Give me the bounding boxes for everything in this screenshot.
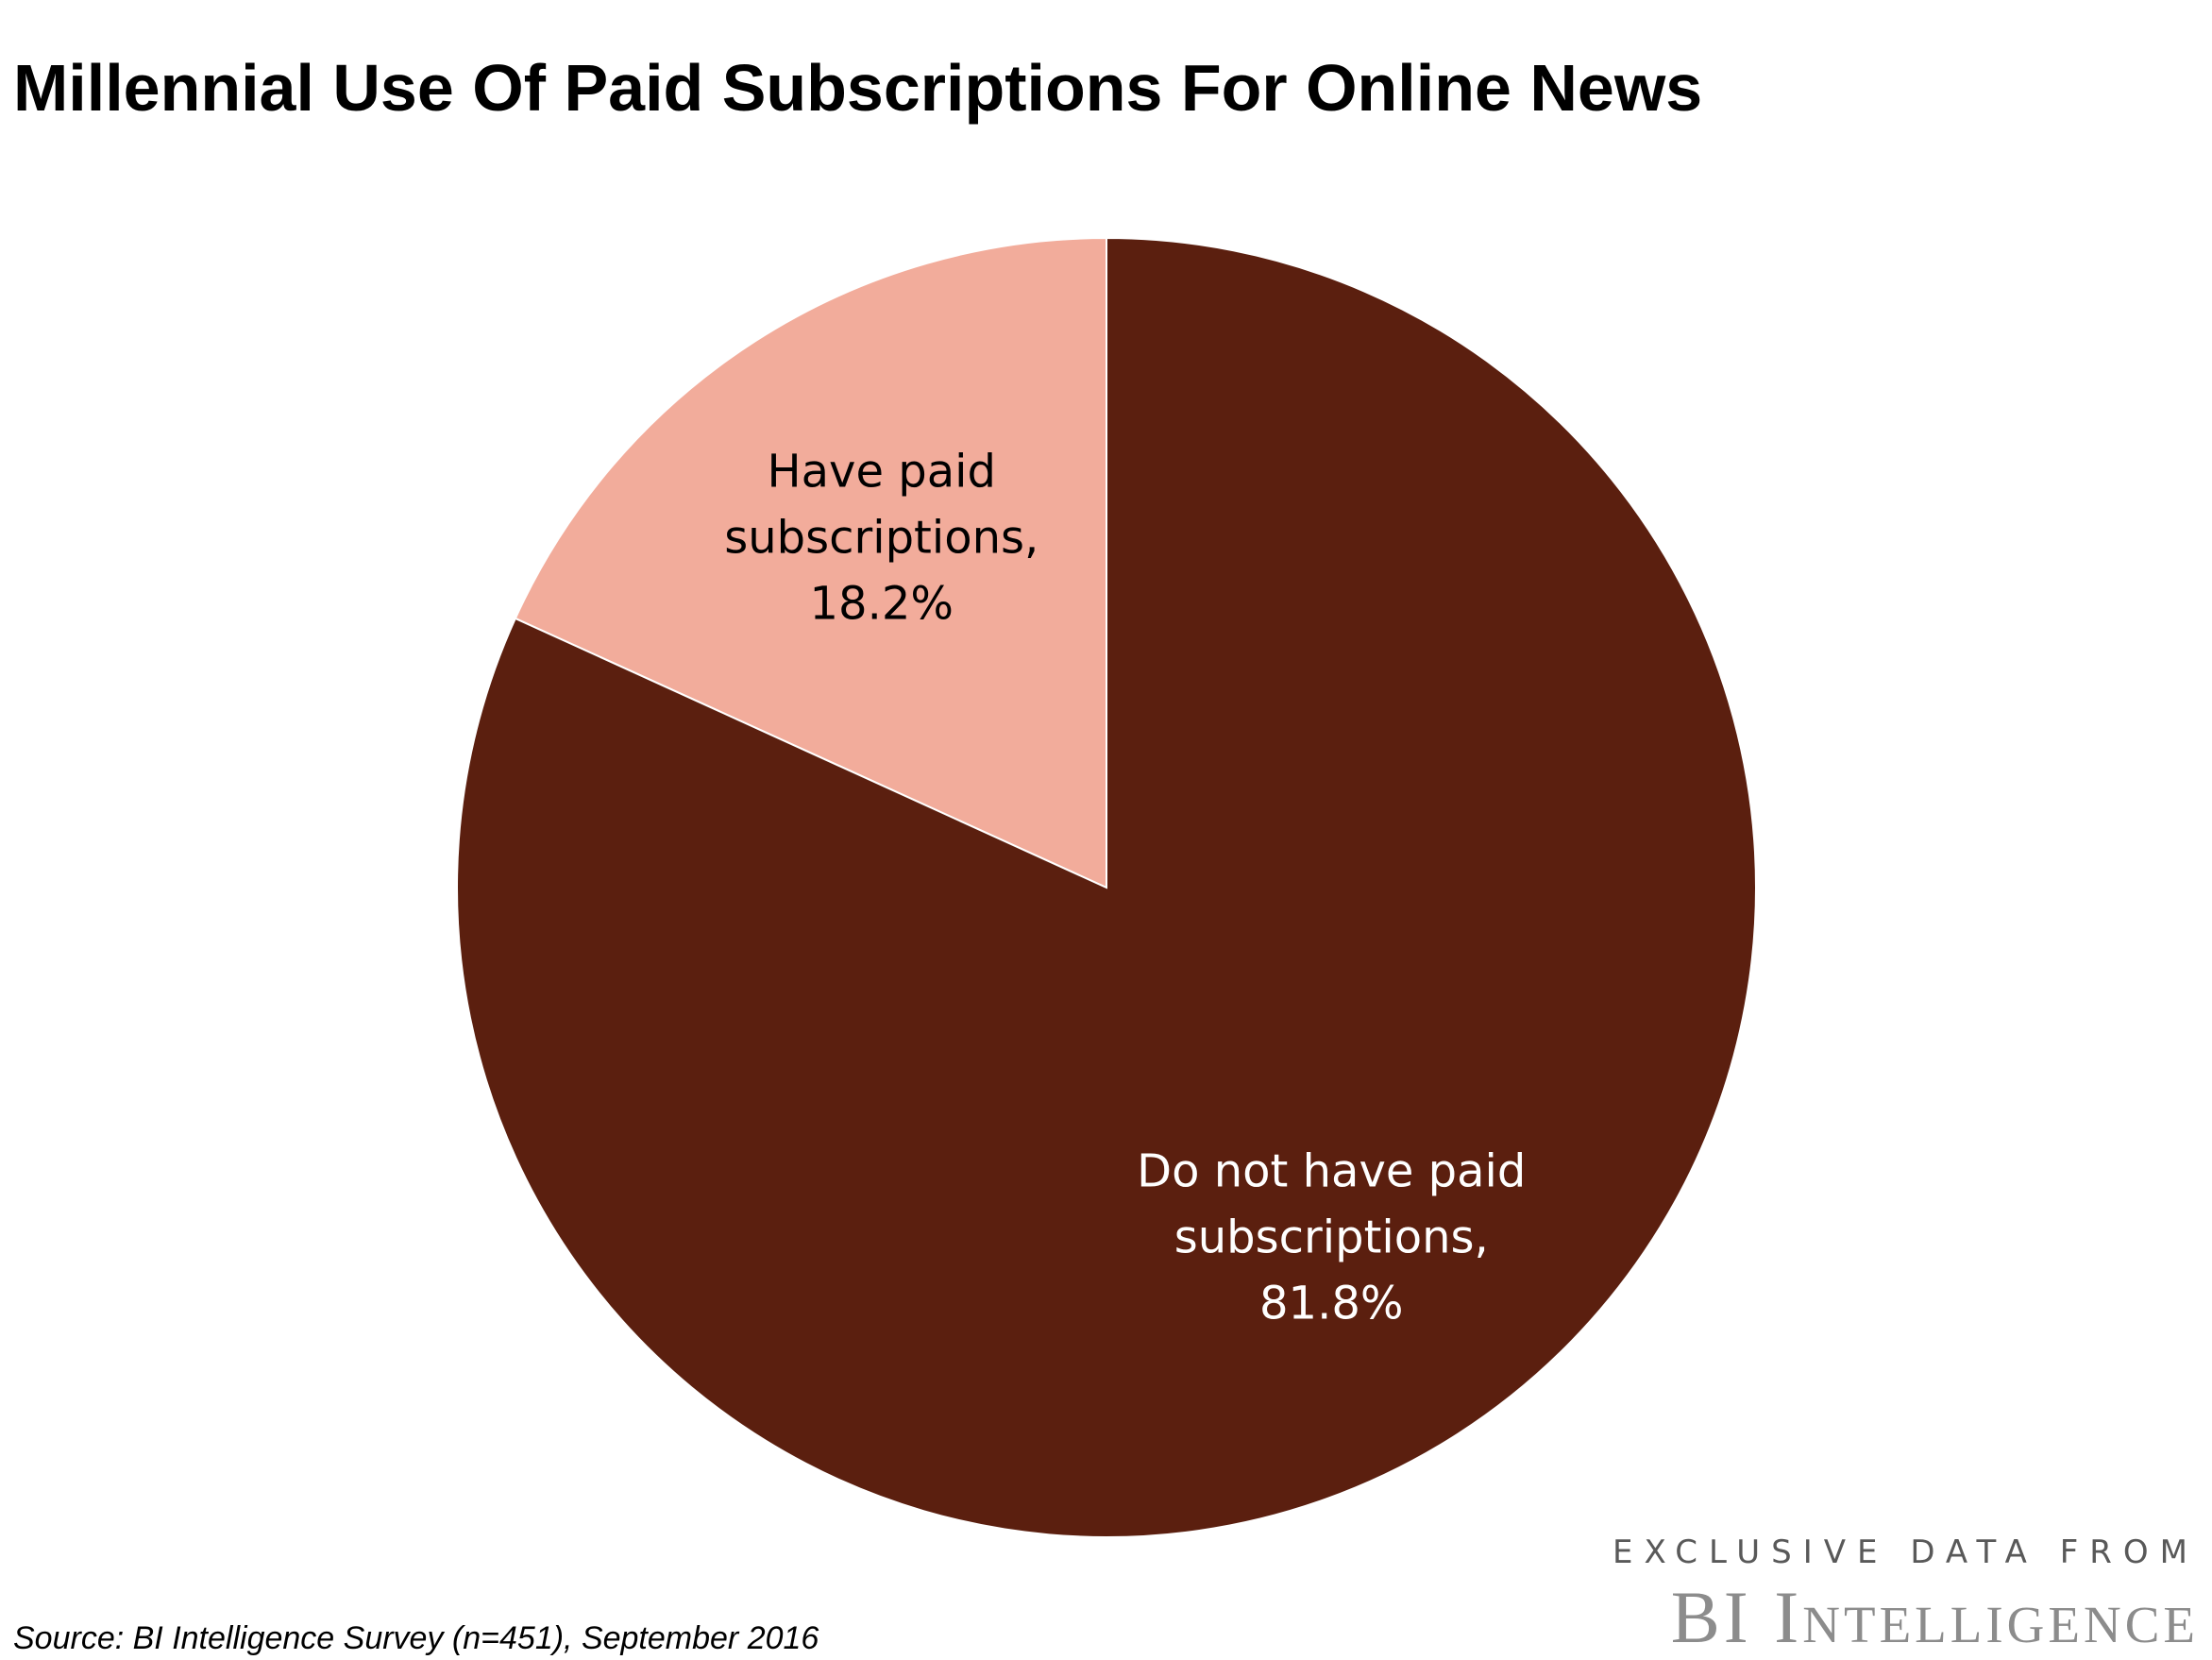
- pie-slices: [456, 236, 1757, 1538]
- chart-title: Millennial Use Of Paid Subscriptions For…: [13, 51, 1703, 125]
- pie-slice-label-1: Have paid subscriptions, 18.2%: [724, 446, 1038, 631]
- pie-slice-label-line: subscriptions,: [724, 512, 1038, 565]
- pie-slice-label-line: 81.8%: [1259, 1277, 1403, 1330]
- pie-slice-label-line: Have paid: [768, 446, 996, 499]
- pie-slice-label-line: subscriptions,: [1174, 1211, 1489, 1263]
- pie-slice-label-line: Do not have paid: [1137, 1144, 1526, 1197]
- pie-slice-1: [514, 236, 1107, 889]
- brand-logo: BI Intelligence: [1670, 1576, 2199, 1658]
- pie-slice-2: [456, 236, 1757, 1538]
- source-note: Source: BI Intelligence Survey (n=451), …: [13, 1620, 819, 1656]
- pie-labels: Have paid subscriptions, 18.2% Do not have …: [724, 446, 1526, 1330]
- brand-tagline: EXCLUSIVE DATA FROM: [1612, 1533, 2199, 1571]
- pie-slice-label-2: Do not have paid subscriptions, 81.8%: [1137, 1144, 1526, 1330]
- pie-slice-label-line: 18.2%: [809, 578, 953, 631]
